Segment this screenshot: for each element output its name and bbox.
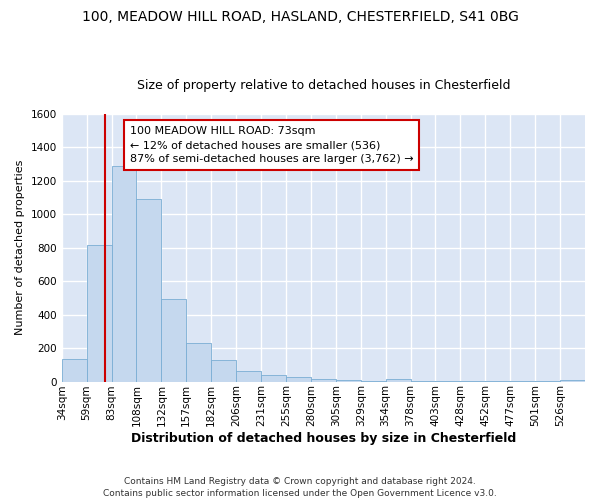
Bar <box>286 377 311 382</box>
Text: Contains HM Land Registry data © Crown copyright and database right 2024.
Contai: Contains HM Land Registry data © Crown c… <box>103 476 497 498</box>
Y-axis label: Number of detached properties: Number of detached properties <box>15 160 25 336</box>
Bar <box>86 246 112 382</box>
Bar <box>136 200 161 382</box>
X-axis label: Distribution of detached houses by size in Chesterfield: Distribution of detached houses by size … <box>131 432 516 445</box>
Bar <box>161 299 186 382</box>
Bar <box>186 343 211 382</box>
Title: Size of property relative to detached houses in Chesterfield: Size of property relative to detached ho… <box>137 79 510 92</box>
Bar <box>361 380 386 382</box>
Text: 100, MEADOW HILL ROAD, HASLAND, CHESTERFIELD, S41 0BG: 100, MEADOW HILL ROAD, HASLAND, CHESTERF… <box>82 10 518 24</box>
Bar <box>311 379 336 382</box>
Bar <box>236 370 261 382</box>
Bar <box>261 376 286 382</box>
Bar <box>211 360 236 382</box>
Bar <box>386 379 410 382</box>
Bar <box>336 380 361 382</box>
Text: 100 MEADOW HILL ROAD: 73sqm
← 12% of detached houses are smaller (536)
87% of se: 100 MEADOW HILL ROAD: 73sqm ← 12% of det… <box>130 126 413 164</box>
Bar <box>112 166 136 382</box>
Bar <box>410 381 436 382</box>
Bar <box>560 380 585 382</box>
Bar <box>62 359 86 382</box>
